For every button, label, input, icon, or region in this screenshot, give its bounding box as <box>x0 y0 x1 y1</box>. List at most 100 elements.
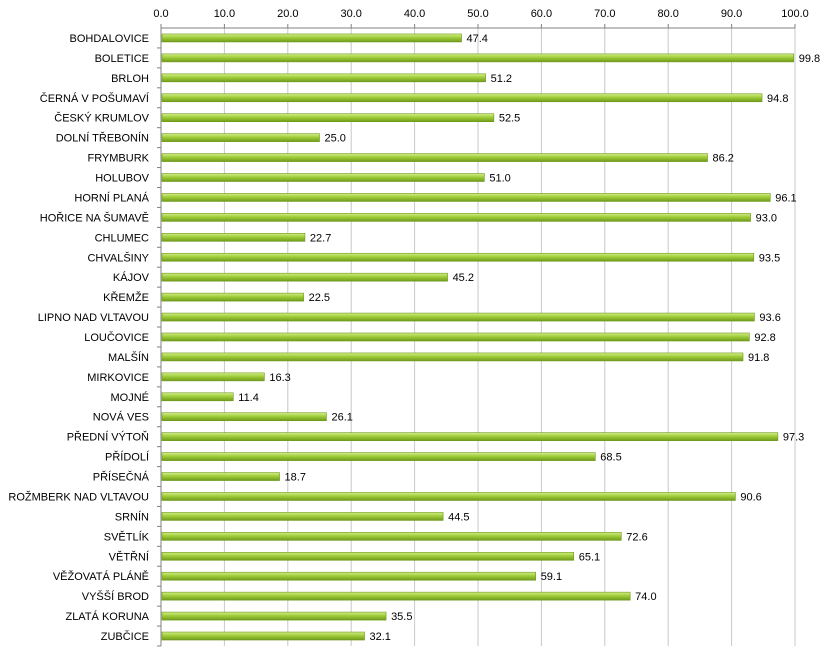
category-label: CHLUMEC <box>95 232 149 244</box>
bar <box>161 252 755 262</box>
category-label: KŘEMŽE <box>103 291 149 304</box>
data-label: 47.4 <box>467 33 488 45</box>
category-label: CHVALŠINY <box>87 251 149 264</box>
category-label: HOŘICE NA ŠUMAVĚ <box>40 211 149 224</box>
category-label: NOVÁ VES <box>93 411 149 424</box>
category-label: BOLETICE <box>95 53 149 65</box>
bar <box>161 412 327 422</box>
data-label: 52.5 <box>499 113 520 125</box>
bar <box>161 352 744 362</box>
data-label: 68.5 <box>600 452 621 464</box>
bar <box>161 611 387 621</box>
bar <box>161 472 280 481</box>
data-label: 94.8 <box>767 93 788 105</box>
bar <box>161 33 462 43</box>
bar <box>161 551 575 561</box>
bar <box>161 113 495 123</box>
category-label: FRYMBURK <box>87 153 149 165</box>
category-label: ČESKÝ KRUMLOV <box>54 112 149 125</box>
data-label: 96.1 <box>775 192 796 204</box>
data-label: 44.5 <box>448 511 469 523</box>
category-label: DOLNÍ TŘEBONÍN <box>56 132 149 145</box>
bar <box>161 213 751 222</box>
bar <box>161 571 536 581</box>
bar <box>161 53 795 63</box>
data-label: 45.2 <box>453 272 474 284</box>
x-tick-label: 20.0 <box>277 8 298 20</box>
category-label: PŘÍDOLÍ <box>105 451 150 464</box>
bar <box>161 292 304 302</box>
bar <box>161 492 736 501</box>
data-label: 86.2 <box>713 153 734 165</box>
bar <box>161 133 320 142</box>
data-label: 93.0 <box>756 212 777 224</box>
category-label: ZLATÁ KORUNA <box>65 610 149 623</box>
data-label: 25.0 <box>325 133 346 145</box>
bars <box>161 33 795 641</box>
category-label: SRNÍN <box>115 510 149 523</box>
category-label: VĚŽOVATÁ PLÁNĚ <box>53 570 149 583</box>
x-tick-label: 30.0 <box>340 8 361 20</box>
x-tick-label: 50.0 <box>467 8 488 20</box>
bar <box>161 93 763 103</box>
data-label: 51.0 <box>489 173 510 185</box>
x-tick-label: 10.0 <box>214 8 235 20</box>
category-label: KÁJOV <box>113 271 150 284</box>
data-label: 22.7 <box>310 232 331 244</box>
data-label: 11.4 <box>238 392 259 404</box>
data-label: 97.3 <box>783 432 804 444</box>
data-label: 35.5 <box>391 611 412 623</box>
x-tick-label: 60.0 <box>531 8 552 20</box>
data-label: 99.8 <box>799 53 820 65</box>
data-label: 59.1 <box>541 571 562 583</box>
category-label: ČERNÁ V POŠUMAVÍ <box>40 92 150 105</box>
bar <box>161 272 448 282</box>
bar <box>161 173 485 182</box>
data-label: 74.0 <box>635 591 656 603</box>
bar <box>161 591 631 601</box>
category-label: LIPNO NAD VLTAVOU <box>38 312 149 324</box>
x-tick-label: 40.0 <box>404 8 425 20</box>
category-label: PŘEDNÍ VÝTOŇ <box>67 431 149 444</box>
category-label: PŘÍSEČNÁ <box>93 471 150 484</box>
bar <box>161 73 486 83</box>
category-label: BOHDALOVICE <box>70 33 149 45</box>
category-label: BRLOH <box>111 73 149 85</box>
bar <box>161 153 708 162</box>
category-label: VĚTŘNÍ <box>109 550 150 563</box>
x-tick-label: 100.0 <box>781 8 809 20</box>
data-label: 22.5 <box>309 292 330 304</box>
category-label: ROŽMBERK NAD VLTAVOU <box>8 490 149 503</box>
category-label: SVĚTLÍK <box>104 530 150 543</box>
data-label: 18.7 <box>285 472 306 484</box>
x-tick-labels: 0.0 10.0 20.0 30.0 40.0 50.0 60.0 70.0 80.0 90.0 1… <box>153 8 808 20</box>
bar <box>161 392 234 402</box>
bar <box>161 512 444 521</box>
data-label: 93.6 <box>759 312 780 324</box>
category-label: MIRKOVICE <box>87 372 149 384</box>
category-label: LOUČOVICE <box>84 331 149 344</box>
bar <box>161 631 365 641</box>
bar <box>161 332 750 342</box>
data-labels: 47.4 99.8 51.2 94.8 52.5 25.0 86.2 51.0 96.1 93.0… <box>238 33 820 643</box>
data-label: 16.3 <box>269 372 290 384</box>
bar <box>161 372 265 382</box>
bar <box>161 532 622 541</box>
bar <box>161 432 779 441</box>
bar <box>161 233 306 242</box>
data-label: 26.1 <box>331 412 352 424</box>
x-tick-label: 70.0 <box>594 8 615 20</box>
category-labels: BOHDALOVICE BOLETICE BRLOH ČERNÁ V POŠUMAVÍ… <box>8 33 150 643</box>
data-label: 32.1 <box>370 631 391 643</box>
axes <box>157 27 795 647</box>
data-label: 90.6 <box>740 491 761 503</box>
category-label: ZUBČICE <box>101 630 149 643</box>
bar <box>161 312 755 322</box>
data-label: 65.1 <box>579 551 600 563</box>
x-tick-label: 0.0 <box>153 8 168 20</box>
category-label: MALŠÍN <box>108 351 149 364</box>
x-tick-label: 90.0 <box>721 8 742 20</box>
bar <box>161 452 596 461</box>
